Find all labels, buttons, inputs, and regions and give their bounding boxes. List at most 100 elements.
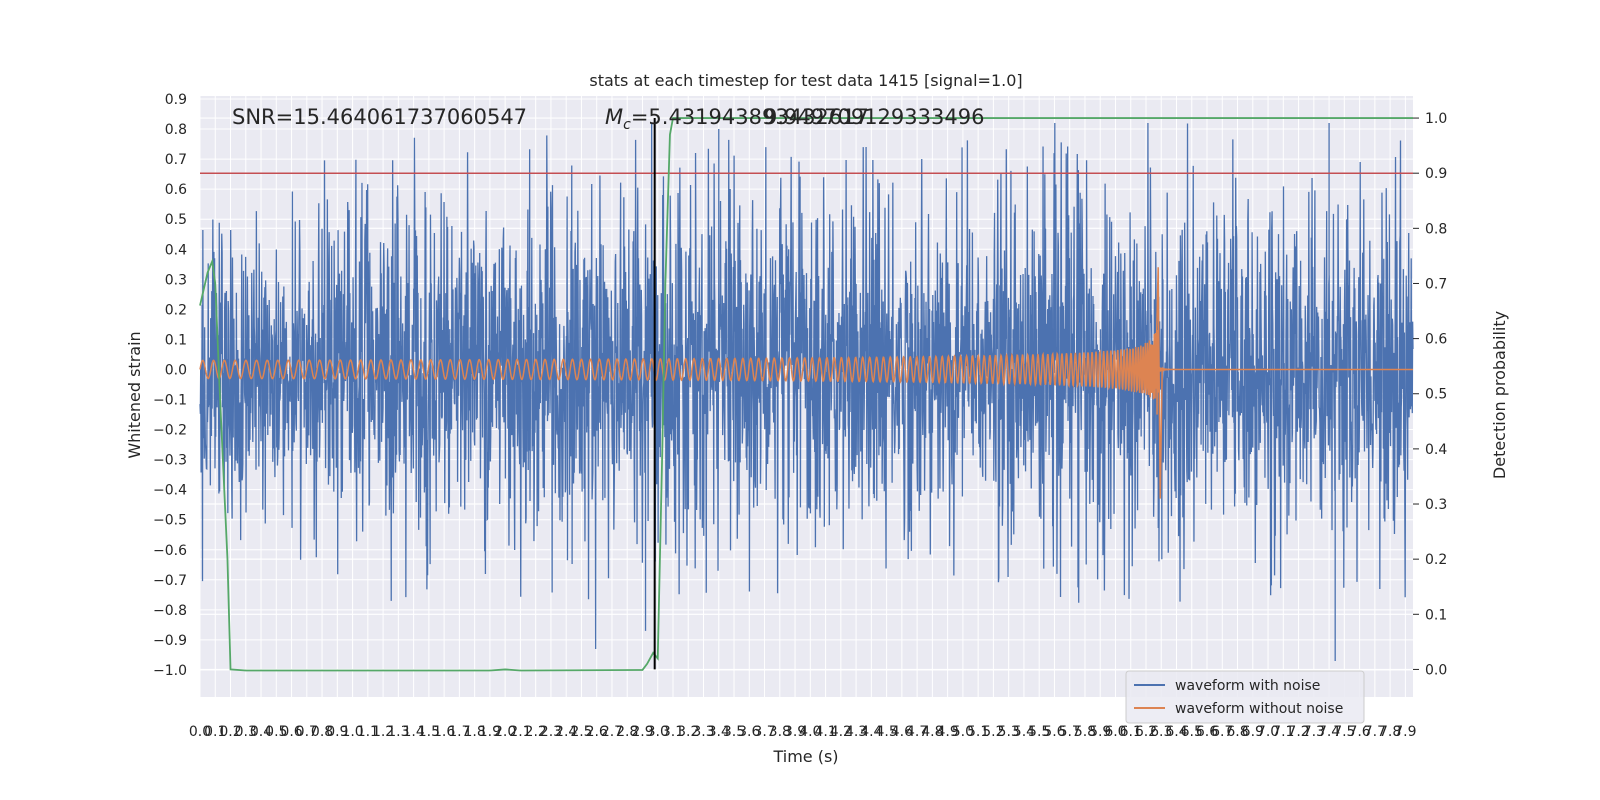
legend-label-with-noise: waveform with noise [1175,678,1320,694]
x-tick-74: 7.4 [1318,724,1340,740]
x-tick-10: 1.0 [341,724,363,740]
y-left-tick-2: −0.8 [153,603,187,619]
y-left-tick-0: −1.0 [153,663,187,679]
chart-title: stats at each timestep for test data 141… [589,71,1022,90]
x-tick-69: 6.9 [1242,724,1264,740]
x-tick-19: 1.9 [479,724,501,740]
x-tick-50: 5.0 [952,724,974,740]
x-tick-47: 4.7 [906,724,928,740]
y-right-tick-labels: 0.0 0.1 0.2 0.3 0.4 0.5 0.6 0.7 0.8 0.9 1.0 [1413,111,1447,678]
x-tick-labels: 0.00.10.20.30.40.50.60.70.80.91.01.11.21… [189,724,1417,740]
x-tick-73: 7.3 [1303,724,1325,740]
x-tick-34: 3.4 [708,724,730,740]
x-tick-72: 7.2 [1287,724,1309,740]
x-tick-5: 0.5 [265,724,287,740]
x-tick-63: 6.3 [1150,724,1172,740]
y-right-tick-5: 0.5 [1425,387,1447,403]
x-tick-59: 5.9 [1089,724,1111,740]
y-left-tick-labels: −1.0 −0.9 −0.8 −0.7 −0.6 −0.5 −0.4 −0.3 −0.2 −0.1… [153,92,187,679]
x-tick-62: 6.2 [1135,724,1157,740]
y-right-tick-8: 0.8 [1425,221,1447,237]
x-tick-40: 4.0 [799,724,821,740]
x-tick-2: 0.2 [219,724,241,740]
y-right-tick-10: 1.0 [1425,111,1447,127]
y-right-tick-9: 0.9 [1425,166,1447,182]
x-tick-64: 6.4 [1165,724,1187,740]
y-left-tick-1: −0.9 [153,633,187,649]
x-tick-15: 1.5 [418,724,440,740]
y-right-tick-4: 0.4 [1425,442,1447,458]
x-tick-20: 2.0 [494,724,516,740]
x-tick-23: 2.3 [540,724,562,740]
x-tick-8: 0.8 [311,724,333,740]
x-tick-61: 6.1 [1120,724,1142,740]
x-tick-58: 5.8 [1074,724,1096,740]
x-tick-14: 1.4 [402,724,424,740]
x-tick-32: 3.2 [677,724,699,740]
x-tick-60: 6.0 [1104,724,1126,740]
x-tick-22: 2.2 [525,724,547,740]
y-left-tick-7: −0.3 [153,453,187,469]
x-tick-0: 0.0 [189,724,211,740]
legend: waveform with noise waveform without noi… [1125,670,1365,724]
y-right-tick-7: 0.7 [1425,276,1447,292]
x-tick-78: 7.8 [1379,724,1401,740]
probability-line [199,117,1413,672]
x-tick-29: 2.9 [631,724,653,740]
y-right-tick-6: 0.6 [1425,332,1447,348]
x-tick-1: 0.1 [204,724,226,740]
x-tick-36: 3.6 [738,724,760,740]
x-tick-68: 6.8 [1226,724,1248,740]
x-tick-43: 4.3 [845,724,867,740]
x-tick-25: 2.5 [570,724,592,740]
y-left-tick-15: 0.5 [165,212,187,228]
series-detection-probability [199,117,1413,672]
x-tick-75: 7.5 [1333,724,1355,740]
x-tick-46: 4.6 [891,724,913,740]
y-right-tick-1: 0.1 [1425,607,1447,623]
x-tick-31: 3.1 [662,724,684,740]
x-tick-71: 7.1 [1272,724,1294,740]
y-left-tick-3: −0.7 [153,573,187,589]
x-tick-16: 1.6 [433,724,455,740]
x-tick-7: 0.7 [296,724,318,740]
y-right-axis-label: Detection probability [1490,311,1509,479]
x-tick-52: 5.2 [982,724,1004,740]
chirp-line [199,267,1413,499]
legend-box [1125,670,1365,724]
x-tick-76: 7.6 [1348,724,1370,740]
snr-annotation: SNR=15.464061737060547 [232,105,527,129]
x-tick-9: 0.9 [326,724,348,740]
chirp-mass-symbol: M [605,105,623,129]
x-tick-42: 4.2 [830,724,852,740]
x-tick-12: 1.2 [372,724,394,740]
y-left-tick-4: −0.6 [153,543,187,559]
x-tick-56: 5.6 [1043,724,1065,740]
x-tick-11: 1.1 [357,724,379,740]
x-tick-21: 2.1 [509,724,531,740]
x-tick-53: 5.3 [998,724,1020,740]
x-tick-77: 7.7 [1364,724,1386,740]
x-tick-39: 3.9 [784,724,806,740]
x-tick-54: 5.4 [1013,724,1035,740]
x-tick-28: 2.8 [616,724,638,740]
x-tick-13: 1.3 [387,724,409,740]
y-left-tick-10: 0.0 [165,362,187,378]
y-left-tick-9: −0.1 [153,393,187,409]
y-left-tick-11: 0.1 [165,332,187,348]
y-left-tick-19: 0.9 [165,92,187,108]
y-right-tick-3: 0.3 [1425,497,1447,513]
x-tick-35: 3.5 [723,724,745,740]
overlap-annotation: 9.949709129333496 [764,105,984,129]
y-left-tick-8: −0.2 [153,423,187,439]
x-tick-30: 3.0 [647,724,669,740]
y-left-tick-6: −0.4 [153,483,187,499]
series-waveform-without-noise [199,267,1413,499]
y-left-tick-13: 0.3 [165,272,187,288]
x-tick-48: 4.8 [921,724,943,740]
noise-line [199,123,1414,661]
x-tick-27: 2.7 [601,724,623,740]
x-tick-4: 0.4 [250,724,272,740]
x-tick-45: 4.5 [875,724,897,740]
x-tick-6: 0.6 [280,724,302,740]
